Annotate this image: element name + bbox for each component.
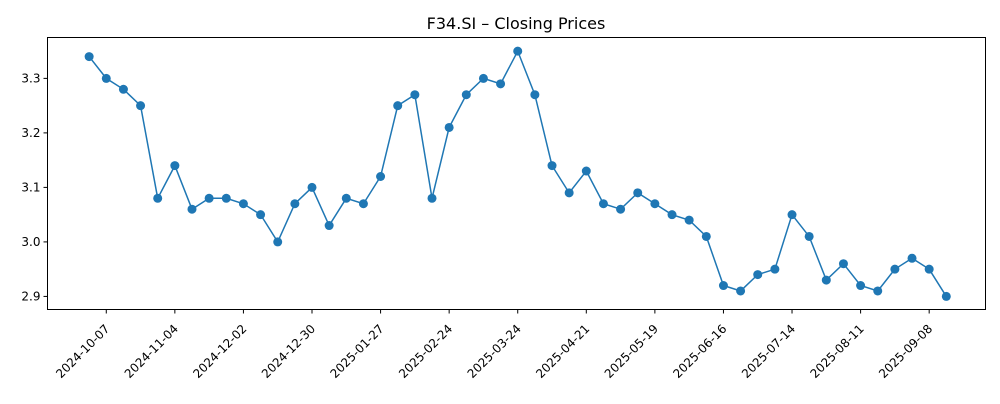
data-point (821, 275, 831, 285)
data-point (684, 215, 694, 225)
data-point (393, 101, 403, 111)
data-point (478, 73, 488, 83)
x-tick-label: 2025-08-11 (807, 322, 866, 381)
x-tick-label: 2024-12-02 (190, 322, 249, 381)
data-point (890, 264, 900, 274)
y-tick-label: 3.3 (21, 71, 40, 85)
data-point (136, 101, 146, 111)
data-point (427, 193, 437, 203)
data-point (530, 90, 540, 100)
x-tick-label: 2024-11-04 (122, 322, 181, 381)
data-point (496, 79, 506, 89)
data-point (753, 270, 763, 280)
plot-area-frame (47, 37, 986, 310)
x-tick-label: 2025-07-14 (739, 322, 798, 381)
x-tick-label: 2025-09-08 (876, 322, 935, 381)
data-point (461, 90, 471, 100)
data-point (838, 259, 848, 269)
data-point (153, 193, 163, 203)
data-point (581, 166, 591, 176)
data-point (616, 204, 626, 214)
data-point (341, 193, 351, 203)
x-tick-label: 2024-10-07 (53, 322, 112, 381)
data-point (256, 210, 266, 220)
data-point (444, 122, 454, 132)
x-tick-label: 2025-05-19 (602, 322, 661, 381)
data-point (547, 161, 557, 171)
data-point (736, 286, 746, 296)
data-point (941, 291, 951, 301)
data-point (513, 46, 523, 56)
data-point (598, 199, 608, 209)
data-point (410, 90, 420, 100)
series-line (88, 49, 947, 297)
data-point (170, 161, 180, 171)
y-tick-label: 3.1 (21, 180, 40, 194)
data-point (187, 204, 197, 214)
data-point (924, 264, 934, 274)
data-point (718, 281, 728, 291)
data-point (873, 286, 883, 296)
data-point (770, 264, 780, 274)
data-point (101, 73, 111, 83)
y-tick-label: 3.2 (21, 126, 40, 140)
chart-title: F34.SI – Closing Prices (427, 14, 606, 33)
data-point (701, 231, 711, 241)
data-point (118, 84, 128, 94)
data-point (84, 52, 94, 62)
data-point (324, 221, 334, 231)
data-point (907, 253, 917, 263)
y-tick-label: 2.9 (21, 289, 40, 303)
data-point (376, 171, 386, 181)
data-point (238, 199, 248, 209)
data-point (856, 281, 866, 291)
data-point (273, 237, 283, 247)
data-point (667, 210, 677, 220)
data-point (633, 188, 643, 198)
data-point (290, 199, 300, 209)
data-point (804, 231, 814, 241)
data-point (787, 210, 797, 220)
y-tick-label: 3.0 (21, 235, 40, 249)
x-tick-label: 2025-04-21 (533, 322, 592, 381)
data-point (650, 199, 660, 209)
data-point (221, 193, 231, 203)
data-point (204, 193, 214, 203)
x-tick-label: 2025-01-27 (327, 322, 386, 381)
x-tick-label: 2025-02-24 (396, 322, 455, 381)
x-tick-label: 2024-12-30 (259, 322, 318, 381)
x-tick-label: 2025-06-16 (670, 322, 729, 381)
data-point (564, 188, 574, 198)
data-point (307, 182, 317, 192)
x-tick-label: 2025-03-24 (465, 322, 524, 381)
data-point (358, 199, 368, 209)
